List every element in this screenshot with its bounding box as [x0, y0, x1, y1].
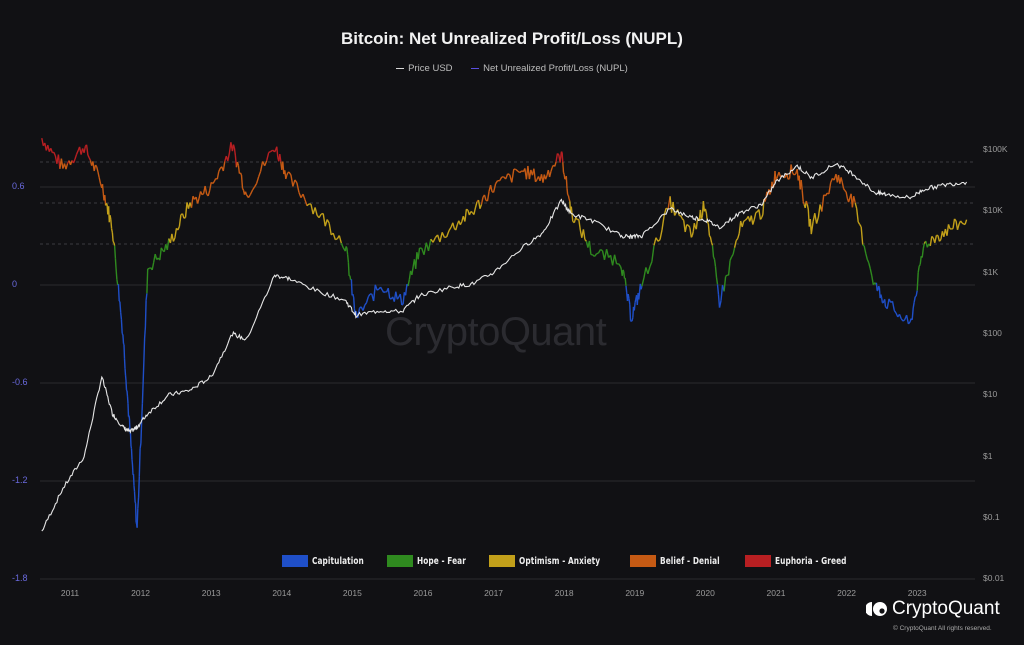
zone-belief-denial[interactable]: Belief - Denial	[629, 555, 733, 567]
nupl-line	[41, 137, 968, 528]
gridlines	[40, 186, 975, 580]
right-axis-tick: $10K	[983, 205, 1003, 216]
capitulation-swatch-icon	[282, 555, 308, 567]
x-axis-tick: 2014	[272, 588, 292, 598]
x-axis-tick: 2012	[131, 588, 151, 598]
zone-legend: Capitulation Hope - Fear Optimism - Anxi…	[282, 555, 874, 567]
price-line	[41, 162, 968, 532]
legend-item-price[interactable]: Price USD	[396, 63, 453, 74]
left-axis-tick: -1.8	[12, 573, 28, 583]
x-axis-tick: 2023	[907, 588, 927, 598]
watermark: CryptoQuant	[385, 310, 607, 354]
x-axis-tick: 2019	[625, 588, 645, 598]
x-axis-tick: 2016	[413, 588, 433, 598]
hope-fear-swatch-icon	[387, 555, 414, 567]
cryptoquant-logo-icon	[866, 602, 887, 616]
x-axis-tick: 2013	[201, 588, 221, 598]
zone-hope-fear[interactable]: Hope - Fear	[387, 555, 477, 567]
x-axis-tick: 2015	[342, 588, 362, 598]
x-axis-tick: 2011	[60, 588, 80, 598]
right-axis-tick: $0.01	[983, 573, 1005, 584]
x-axis-tick: 2022	[837, 588, 857, 598]
x-axis-tick: 2021	[766, 588, 786, 598]
copyright: © CryptoQuant All rights reserved.	[893, 625, 992, 632]
brand-name: CryptoQuant	[892, 598, 1000, 619]
left-axis-tick: -0.6	[12, 377, 28, 387]
zone-capitulation[interactable]: Capitulation	[282, 555, 375, 567]
right-axis-tick: $100K	[983, 144, 1008, 154]
right-axis-tick: $1K	[983, 266, 999, 277]
x-axis-tick: 2018	[554, 588, 574, 598]
zone-euphoria-greed[interactable]: Euphoria - Greed	[744, 555, 862, 567]
euphoria-greed-swatch-icon	[744, 555, 771, 567]
belief-denial-swatch-icon	[629, 555, 656, 567]
left-axis-tick: 0	[12, 279, 18, 289]
zone-optimism-anxiety[interactable]: Optimism - Anxiety	[488, 555, 618, 567]
right-axis-tick: $0.1	[983, 511, 1000, 522]
optimism-anxiety-swatch-icon	[488, 555, 515, 567]
nupl-swatch-icon	[471, 67, 480, 70]
x-axis-tick: 2017	[484, 588, 504, 598]
series-legend: Price USD Net Unrealized Profit/Loss (NU…	[0, 63, 1024, 74]
right-axis-tick: $10	[983, 389, 998, 400]
right-axis-tick: $100	[983, 327, 1002, 338]
right-axis-tick: $1	[983, 450, 993, 461]
legend-item-nupl[interactable]: Net Unrealized Profit/Loss (NUPL)	[471, 63, 628, 74]
left-axis-tick: 0.6	[12, 181, 25, 191]
price-swatch-icon	[396, 67, 405, 70]
chart-title: Bitcoin: Net Unrealized Profit/Loss (NUP…	[341, 29, 683, 48]
x-axis-tick: 2020	[695, 588, 715, 598]
brand-logo: CryptoQuant	[866, 598, 1000, 620]
left-axis-tick: -1.2	[12, 475, 28, 485]
